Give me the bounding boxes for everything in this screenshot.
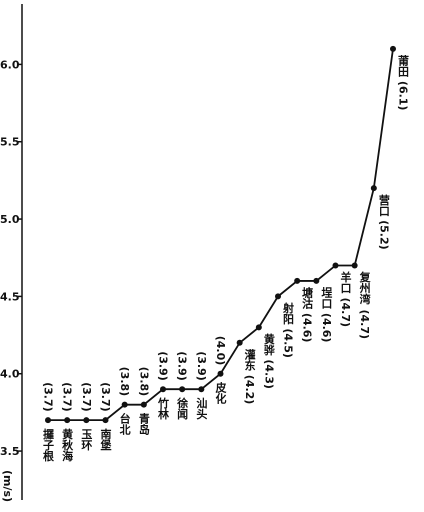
value-label: (4.2) [243, 375, 256, 405]
value-label: (3.7) [80, 382, 93, 412]
point-label: 羊口 [339, 270, 352, 294]
y-tick-label: 4.5 [0, 290, 20, 303]
point [332, 262, 339, 269]
point [179, 386, 186, 393]
point-label: 射阳 [282, 301, 296, 325]
y-tick-label: 5.5 [0, 136, 20, 149]
point [370, 185, 377, 192]
point-label: 营口 [377, 193, 390, 217]
point [64, 417, 71, 424]
point [313, 277, 320, 284]
y-axis-label: (m/s) [1, 470, 14, 502]
point [45, 417, 51, 424]
value-label: (3.9) [176, 351, 189, 381]
value-label: (3.7) [61, 382, 74, 412]
point-label: 汕头 [195, 396, 208, 420]
point [294, 277, 301, 284]
point-label: 玉环 [80, 428, 93, 451]
point [255, 324, 262, 331]
point-label: 徐闻 [176, 396, 190, 420]
point-label: 塘沽 [301, 286, 314, 310]
value-label: (4.3) [262, 359, 275, 389]
y-tick-label: 3.5 [0, 445, 20, 458]
value-label: (4.7) [358, 309, 371, 339]
point-label: 灌东 [243, 347, 256, 371]
value-label: (4.0) [214, 336, 227, 366]
point-label: 莆田 [397, 54, 410, 78]
point-label: 黄骅 [262, 332, 275, 356]
point-label: 青岛 [137, 411, 150, 435]
value-label: (3.7) [42, 382, 55, 412]
point-label: 台北 [118, 411, 131, 435]
value-label: (3.9) [157, 351, 170, 381]
point [351, 262, 358, 269]
value-label: (5.2) [377, 220, 390, 250]
value-label: (4.6) [320, 313, 333, 343]
point-label: 竹林 [157, 396, 171, 420]
point [83, 417, 90, 424]
point [102, 417, 109, 424]
point-label: 复州湾 [358, 270, 372, 305]
value-label: (3.8) [137, 367, 150, 397]
point-label: 南堡 [99, 427, 112, 450]
point [275, 293, 281, 300]
point [236, 339, 243, 346]
value-label: (4.6) [301, 313, 314, 343]
point-label: 皮化 [214, 380, 228, 404]
point [198, 386, 205, 393]
y-tick-label: 5.0 [0, 213, 20, 226]
value-label: (3.7) [99, 382, 112, 412]
y-tick-label: 4.0 [0, 368, 20, 381]
point-label: 埕口 [320, 286, 333, 310]
point-label: 攞子根 [42, 427, 55, 462]
value-label: (3.9) [195, 351, 208, 381]
point [160, 386, 166, 393]
point [390, 45, 396, 52]
value-label: (6.1) [397, 81, 410, 111]
y-tick-label: 6.0 [0, 58, 20, 71]
value-label: (3.8) [118, 367, 131, 397]
value-label: (4.5) [282, 328, 295, 358]
value-label: (4.7) [339, 297, 352, 327]
point [121, 401, 128, 408]
point-label: 黄秋海 [61, 427, 74, 462]
point [217, 370, 224, 377]
point [140, 401, 147, 408]
